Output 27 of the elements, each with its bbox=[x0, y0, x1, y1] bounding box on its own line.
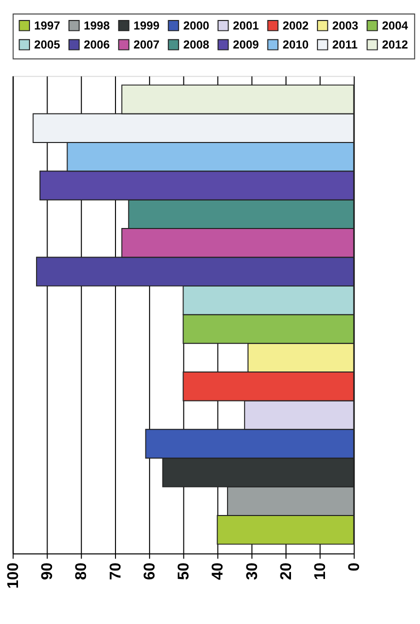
legend-label: 1998 bbox=[84, 19, 110, 32]
legend-label: 2004 bbox=[382, 19, 408, 32]
legend-label: 2009 bbox=[232, 38, 260, 52]
legend-label: 2000 bbox=[183, 19, 210, 32]
x-tick-label: 70 bbox=[107, 562, 124, 580]
x-tick-label: 90 bbox=[39, 562, 56, 580]
legend-label: 2012 bbox=[382, 38, 408, 52]
legend-label: 2002 bbox=[282, 19, 310, 32]
legend-label: 2008 bbox=[183, 38, 210, 52]
x-tick-label: 80 bbox=[73, 562, 90, 580]
legend-label: 2011 bbox=[332, 38, 358, 52]
x-tick-label: 30 bbox=[244, 562, 261, 580]
legend-label: 2007 bbox=[134, 38, 160, 52]
x-tick-label: 0 bbox=[346, 562, 364, 572]
x-tick-label: 40 bbox=[210, 562, 227, 580]
legend-label: 2003 bbox=[332, 19, 359, 32]
legend-label: 1999 bbox=[134, 19, 160, 32]
legend-label: 2010 bbox=[282, 38, 310, 52]
legend-label: 2005 bbox=[34, 38, 61, 52]
x-tick-label: 100 bbox=[5, 562, 22, 589]
legend-label: 2001 bbox=[232, 19, 260, 32]
x-tick-label: 10 bbox=[312, 562, 329, 580]
x-tick-label: 60 bbox=[141, 562, 158, 580]
legend-label: 1997 bbox=[34, 19, 60, 32]
x-tick-label: 20 bbox=[278, 562, 295, 580]
x-tick-label: 50 bbox=[176, 562, 193, 580]
legend-label: 2006 bbox=[84, 38, 110, 52]
